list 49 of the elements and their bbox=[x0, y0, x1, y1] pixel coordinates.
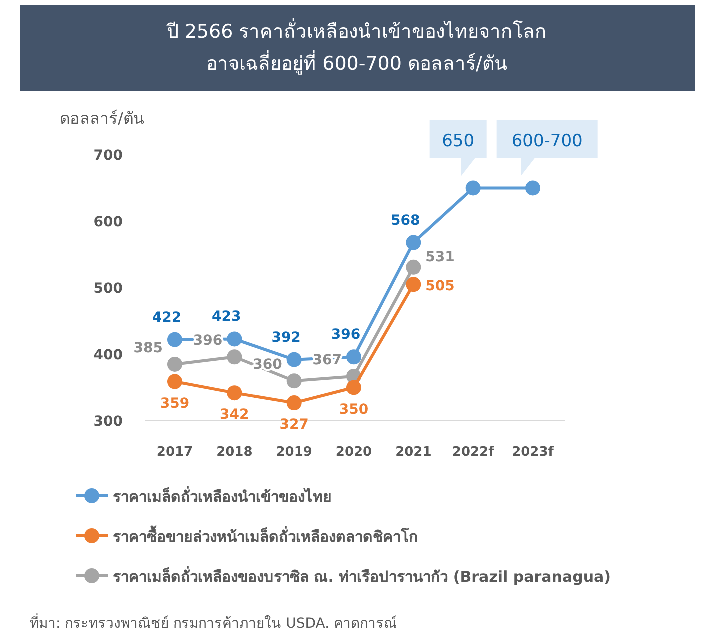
point bbox=[466, 180, 481, 196]
point bbox=[286, 352, 302, 368]
data-label: 385 bbox=[134, 340, 163, 356]
x-tick-label: 2023f bbox=[512, 445, 554, 460]
y-tick-label: 400 bbox=[94, 348, 124, 364]
data-label: 360 bbox=[253, 357, 283, 374]
x-tick-label: 2017 bbox=[156, 445, 194, 460]
point bbox=[406, 260, 422, 275]
data-label: 392 bbox=[272, 330, 301, 346]
x-tick-label: 2021 bbox=[396, 445, 432, 460]
y-tick-label: 600 bbox=[94, 214, 124, 230]
data-label: 600-700 bbox=[512, 131, 583, 152]
point bbox=[526, 180, 540, 196]
point bbox=[286, 396, 302, 411]
point bbox=[406, 277, 422, 292]
point bbox=[227, 386, 242, 401]
legend-label: ราคาเมล็ดถั่วเหลืองของบราซิล ณ. ท่าเรือปารานากัว (Brazil paranagua) bbox=[113, 566, 611, 586]
data-label: 505 bbox=[426, 278, 455, 295]
point bbox=[286, 374, 302, 389]
y-axis-title: ดอลลาร์/ตัน bbox=[60, 109, 144, 128]
x-tick-label: 2020 bbox=[336, 445, 372, 460]
data-label: 396 bbox=[331, 327, 361, 344]
legend-label: ราคาซื้อขายล่วงหน้าเมล็ดถั่วเหลืองตลาดชิคาโก bbox=[113, 525, 418, 546]
data-label: 350 bbox=[339, 402, 369, 418]
y-tick-label: 300 bbox=[94, 414, 124, 430]
text: ที่มา: กระทรวงพาณิชย์ กรมการค้าภายใน USDA. คาดการณ์ bbox=[30, 614, 397, 632]
point bbox=[346, 350, 362, 365]
data-label: 327 bbox=[280, 417, 309, 434]
data-label: 568 bbox=[391, 212, 420, 229]
point bbox=[346, 380, 362, 396]
x-tick-label: 2019 bbox=[276, 445, 312, 460]
data-label: 422 bbox=[152, 310, 182, 326]
x-tick-label: 2022f bbox=[452, 445, 495, 460]
data-label: 423 bbox=[212, 309, 242, 326]
chart-title: ปี 2566 ราคาถั่วเหลืองนำเข้าของไทยจากโลก อาจเฉลี่ยอยู่ที่ 600-700 ดอลลาร์/ตัน bbox=[166, 18, 548, 75]
data-label: 650 bbox=[442, 131, 475, 152]
y-tick-label: 500 bbox=[94, 281, 124, 297]
point bbox=[168, 332, 182, 348]
legend-label: ราคาเมล็ดถั่วเหลืองนำเข้าของไทย bbox=[113, 486, 332, 506]
y-tick-label: 700 bbox=[94, 148, 124, 164]
data-label: 531 bbox=[426, 249, 455, 266]
data-label: 342 bbox=[220, 407, 250, 424]
point bbox=[406, 235, 422, 250]
data-label: 359 bbox=[160, 396, 190, 412]
x-tick-label: 2018 bbox=[216, 445, 253, 460]
point bbox=[227, 332, 242, 347]
point bbox=[168, 374, 182, 390]
point bbox=[168, 356, 182, 372]
point bbox=[227, 350, 242, 365]
